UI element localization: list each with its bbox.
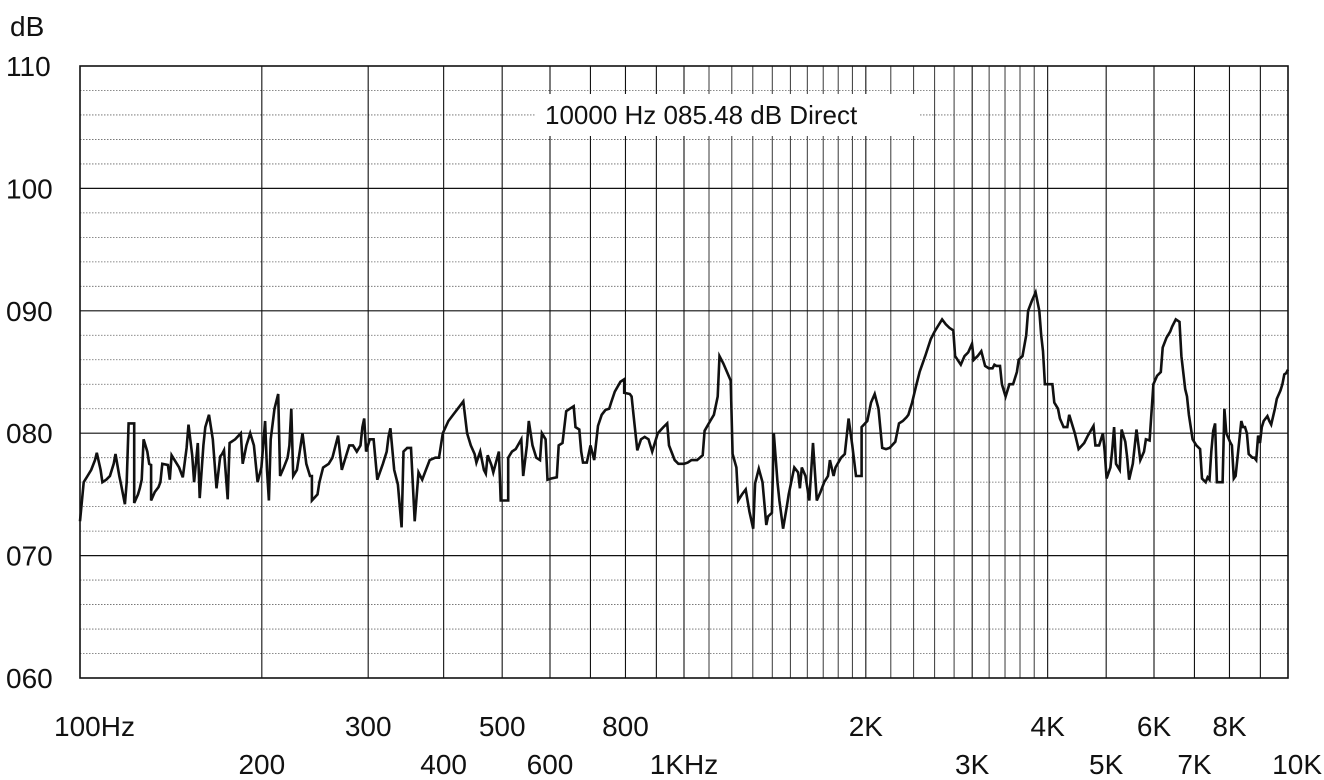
x-tick-label: 8K: [1212, 711, 1247, 742]
x-tick-label: 800: [602, 711, 649, 742]
y-tick-label: 060: [6, 663, 53, 694]
x-tick-label: 500: [479, 711, 526, 742]
x-tick-label: 600: [527, 749, 574, 780]
x-tick-label: 7K: [1177, 749, 1212, 780]
x-tick-label: 100Hz: [54, 711, 135, 742]
y-axis-ticks: 110 100 090 080 070 060: [6, 51, 53, 694]
x-tick-label: 2K: [849, 711, 884, 742]
response-curve: [78, 288, 1290, 529]
x-tick-label: 6K: [1137, 711, 1172, 742]
readout-background: [536, 94, 920, 136]
y-axis-label: dB: [10, 11, 44, 42]
x-tick-label: 4K: [1031, 711, 1066, 742]
y-tick-label: 100: [6, 173, 53, 204]
y-tick-label: 080: [6, 418, 53, 449]
readout-annotation: 10000 Hz 085.48 dB Direct: [536, 94, 920, 136]
x-tick-label: 1KHz: [650, 749, 718, 780]
y-tick-label: 070: [6, 541, 53, 572]
y-tick-label: 110: [6, 51, 51, 82]
major-gridlines: [80, 66, 1288, 678]
x-tick-label: 5K: [1089, 749, 1124, 780]
x-tick-label: 10K: [1272, 749, 1322, 780]
y-tick-label: 090: [6, 296, 53, 327]
readout-text: 10000 Hz 085.48 dB Direct: [545, 100, 858, 130]
x-tick-label: 3K: [955, 749, 990, 780]
x-tick-label: 400: [420, 749, 467, 780]
x-tick-label: 300: [345, 711, 392, 742]
x-tick-label: 200: [238, 749, 285, 780]
